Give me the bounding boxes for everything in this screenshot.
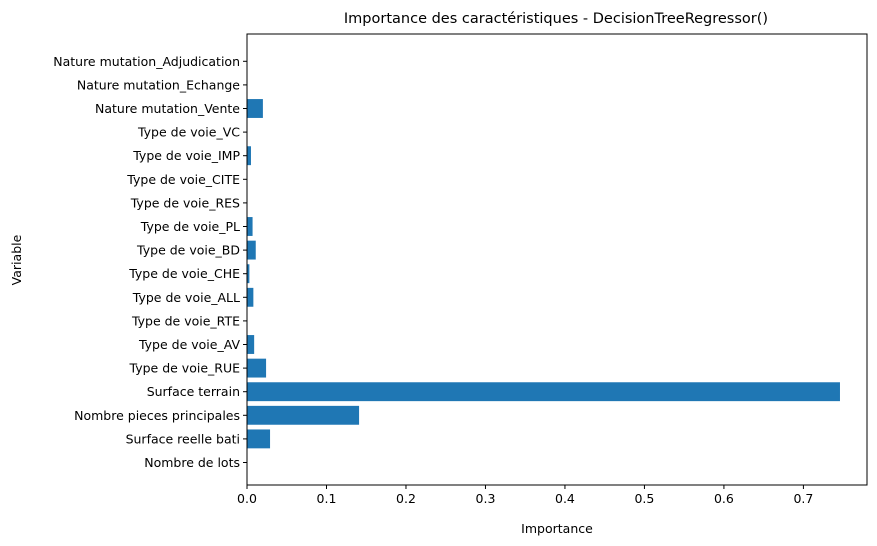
plot-frame	[246, 33, 868, 486]
x-axis-label: Importance	[521, 521, 593, 536]
y-tick-label: Nature mutation_Echange	[77, 77, 240, 92]
bar-type-de-voie-all	[247, 287, 254, 307]
y-tick-label: Type de voie_RTE	[131, 313, 240, 328]
bar-nature-mutation-vente	[247, 99, 263, 118]
bar-type-de-voie-bd	[247, 240, 256, 260]
bar-type-de-voie-imp	[247, 146, 251, 166]
y-tick-label: Type de voie_CHE	[128, 266, 240, 281]
y-tick-label: Nature mutation_Adjudication	[53, 54, 240, 69]
y-tick-label: Type de voie_RUE	[129, 361, 241, 376]
x-tick-label: 0.4	[555, 491, 575, 506]
bar-surface-terrain	[247, 382, 840, 402]
x-tick-label: 0.0	[237, 491, 257, 506]
x-axis-ticks: 0.0 0.1 0.2 0.3 0.4 0.5 0.6 0.7	[237, 485, 813, 506]
y-tick-label: Type de voie_BD	[136, 243, 240, 258]
bars-group	[247, 99, 840, 449]
bar-type-de-voie-che	[247, 264, 250, 284]
chart-title: Importance des caractéristiques - Decisi…	[344, 11, 768, 27]
y-axis-ticks: Nombre de lots Surface reelle bati Nombre …	[53, 54, 247, 470]
bar-nombre-pieces-principales	[247, 405, 360, 425]
x-tick-label: 0.1	[317, 491, 337, 506]
x-tick-label: 0.2	[396, 491, 416, 506]
y-tick-label: Nombre de lots	[144, 455, 240, 470]
y-tick-label: Type de voie_IMP	[132, 148, 240, 163]
bar-type-de-voie-pl	[247, 217, 253, 236]
x-tick-label: 0.5	[634, 491, 654, 506]
y-tick-label: Surface terrain	[147, 384, 240, 399]
y-tick-label: Type de voie_AV	[138, 337, 240, 352]
y-tick-label: Nature mutation_Vente	[95, 101, 240, 116]
y-tick-label: Surface reelle bati	[126, 431, 240, 446]
y-tick-label: Nombre pieces principales	[74, 408, 240, 423]
x-tick-label: 0.7	[793, 491, 813, 506]
x-tick-label: 0.3	[476, 491, 496, 506]
x-tick-label: 0.6	[714, 491, 734, 506]
bar-type-de-voie-av	[247, 335, 255, 354]
y-tick-label: Type de voie_CITE	[126, 172, 240, 187]
bar-type-de-voie-rue	[247, 358, 267, 378]
y-tick-label: Type de voie_RES	[130, 195, 240, 210]
y-tick-label: Type de voie_VC	[137, 125, 240, 140]
y-tick-label: Type de voie_PL	[140, 219, 240, 234]
y-axis-label: Variable	[9, 234, 24, 285]
bar-surface-reelle-bati	[247, 429, 271, 449]
y-tick-label: Type de voie_ALL	[132, 290, 240, 305]
